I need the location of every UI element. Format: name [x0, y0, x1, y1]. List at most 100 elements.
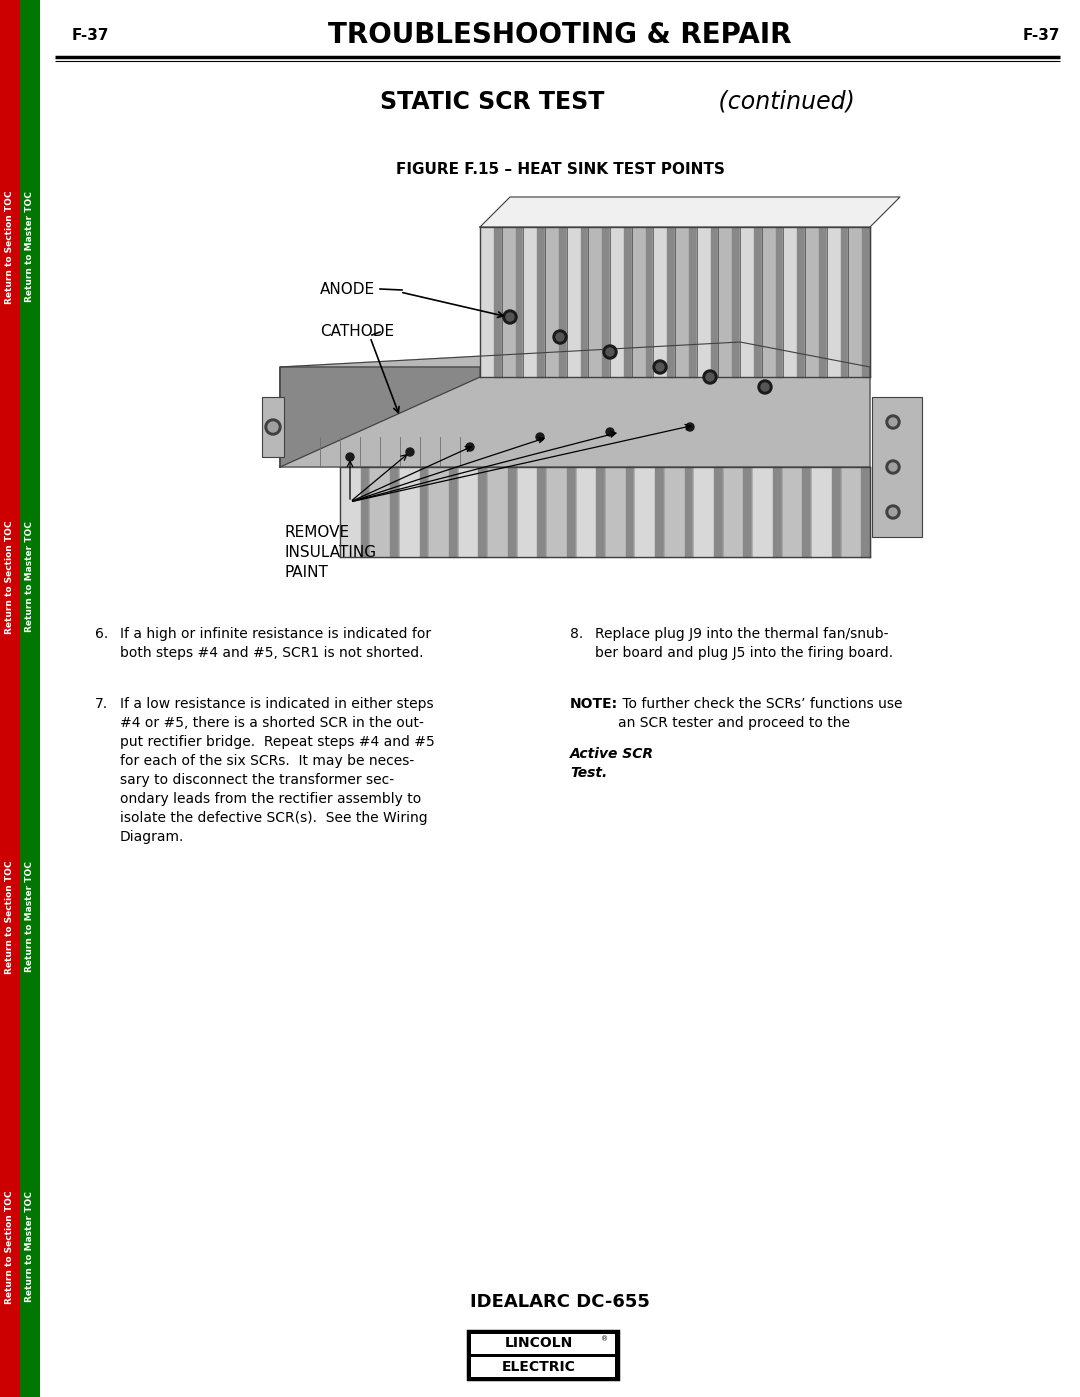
Polygon shape — [537, 467, 546, 557]
Polygon shape — [516, 226, 524, 377]
Circle shape — [606, 348, 615, 356]
Text: Return to Master TOC: Return to Master TOC — [26, 521, 35, 633]
Polygon shape — [693, 467, 714, 557]
Polygon shape — [775, 226, 783, 377]
Polygon shape — [632, 226, 646, 377]
Polygon shape — [723, 467, 743, 557]
Text: Return to Master TOC: Return to Master TOC — [26, 862, 35, 972]
Text: Return to Section TOC: Return to Section TOC — [5, 1190, 14, 1303]
Text: TROUBLESHOOTING & REPAIR: TROUBLESHOOTING & REPAIR — [328, 21, 792, 49]
Circle shape — [603, 345, 617, 359]
Polygon shape — [546, 467, 567, 557]
Circle shape — [503, 310, 517, 324]
Polygon shape — [399, 467, 419, 557]
Text: 7.: 7. — [95, 697, 108, 711]
Polygon shape — [361, 467, 369, 557]
Text: Replace plug J9 into the thermal fan/snub-
ber board and plug J5 into the firing: Replace plug J9 into the thermal fan/snu… — [595, 627, 893, 659]
Text: (continued): (continued) — [711, 89, 855, 115]
Circle shape — [265, 419, 281, 434]
Bar — [21, 0, 40, 1397]
Polygon shape — [596, 467, 605, 557]
Circle shape — [758, 380, 772, 394]
Text: STATIC SCR TEST: STATIC SCR TEST — [380, 89, 605, 115]
Polygon shape — [516, 467, 537, 557]
Polygon shape — [653, 226, 667, 377]
Polygon shape — [783, 226, 797, 377]
Polygon shape — [567, 467, 576, 557]
Circle shape — [886, 460, 900, 474]
Bar — [262, 397, 284, 457]
Text: Return to Master TOC: Return to Master TOC — [26, 191, 35, 302]
Circle shape — [556, 332, 564, 341]
Polygon shape — [840, 467, 861, 557]
Text: If a high or infinite resistance is indicated for
both steps #4 and #5, SCR1 is : If a high or infinite resistance is indi… — [120, 627, 431, 659]
Polygon shape — [811, 467, 832, 557]
Text: To further check the SCRs’ functions use
an SCR tester and proceed to the: To further check the SCRs’ functions use… — [618, 697, 903, 731]
Circle shape — [889, 509, 897, 515]
Circle shape — [268, 422, 278, 432]
Polygon shape — [826, 226, 840, 377]
Polygon shape — [545, 226, 559, 377]
Circle shape — [653, 360, 667, 374]
Polygon shape — [840, 226, 848, 377]
Polygon shape — [697, 226, 711, 377]
Polygon shape — [832, 467, 840, 557]
Polygon shape — [797, 226, 805, 377]
Polygon shape — [610, 226, 624, 377]
Polygon shape — [567, 226, 581, 377]
Text: 6.: 6. — [95, 627, 108, 641]
Text: ®: ® — [602, 1336, 609, 1343]
Polygon shape — [656, 467, 664, 557]
Circle shape — [553, 330, 567, 344]
Text: F-37: F-37 — [72, 28, 109, 42]
Polygon shape — [664, 467, 685, 557]
Text: IDEALARC DC-655: IDEALARC DC-655 — [470, 1294, 650, 1310]
Polygon shape — [754, 226, 761, 377]
Circle shape — [886, 504, 900, 520]
Polygon shape — [576, 467, 596, 557]
Polygon shape — [508, 467, 516, 557]
Circle shape — [656, 363, 664, 372]
Circle shape — [761, 383, 769, 391]
Polygon shape — [667, 226, 675, 377]
Circle shape — [465, 443, 474, 451]
Polygon shape — [819, 226, 826, 377]
Text: CATHODE: CATHODE — [320, 324, 394, 339]
Polygon shape — [369, 467, 390, 557]
Polygon shape — [711, 226, 718, 377]
Bar — [468, 1331, 618, 1379]
Polygon shape — [390, 467, 399, 557]
Polygon shape — [863, 226, 870, 377]
Polygon shape — [538, 226, 545, 377]
Polygon shape — [802, 467, 811, 557]
Circle shape — [703, 370, 717, 384]
Text: NOTE:: NOTE: — [570, 697, 618, 711]
Polygon shape — [773, 467, 782, 557]
Polygon shape — [589, 226, 603, 377]
Polygon shape — [625, 467, 634, 557]
Polygon shape — [782, 467, 802, 557]
Polygon shape — [449, 467, 458, 557]
Polygon shape — [689, 226, 697, 377]
Polygon shape — [805, 226, 819, 377]
Polygon shape — [524, 226, 538, 377]
Circle shape — [706, 373, 714, 381]
Polygon shape — [761, 226, 775, 377]
Polygon shape — [502, 226, 516, 377]
Polygon shape — [675, 226, 689, 377]
Polygon shape — [753, 467, 773, 557]
Polygon shape — [732, 226, 740, 377]
Polygon shape — [685, 467, 693, 557]
Circle shape — [886, 415, 900, 429]
Circle shape — [346, 453, 354, 461]
Polygon shape — [458, 467, 478, 557]
Text: 8.: 8. — [570, 627, 583, 641]
Text: PAINT: PAINT — [285, 564, 329, 580]
Text: F-37: F-37 — [1023, 28, 1059, 42]
Polygon shape — [714, 467, 723, 557]
Circle shape — [889, 418, 897, 426]
Circle shape — [536, 433, 544, 441]
Text: INSULATING: INSULATING — [285, 545, 377, 560]
Polygon shape — [718, 226, 732, 377]
Text: Return to Section TOC: Return to Section TOC — [5, 190, 14, 303]
